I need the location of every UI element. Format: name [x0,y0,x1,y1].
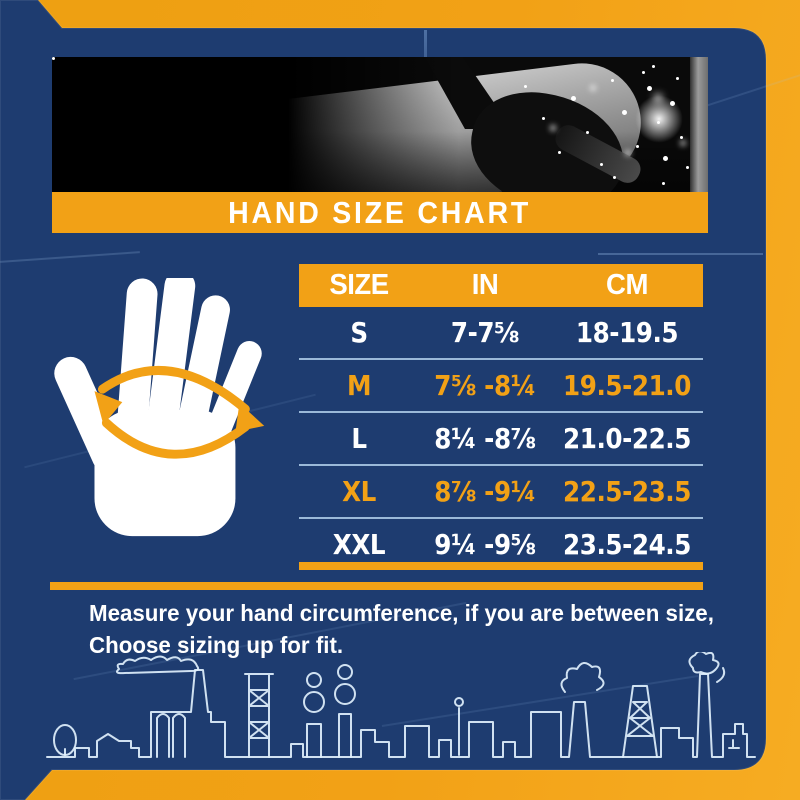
cell-in: 9¼ -9⅝ [434,528,536,561]
table-row: XXL 9¼ -9⅝ 23.5-24.5 [299,519,703,570]
size-chart-table: SIZE IN CM S 7-7⅝ 18-19.5 M 7⅝ -8¼ 19.5-… [299,264,703,570]
table-row: M 7⅝ -8¼ 19.5-21.0 [299,360,703,413]
cell-in: 7⅝ -8¼ [434,369,536,402]
cell-size: S [350,316,368,349]
table-row: XL 8⅞ -9¼ 22.5-23.5 [299,466,703,519]
note-line-1: Measure your hand circumference, if you … [89,600,714,626]
col-header-in: IN [471,269,499,301]
cell-cm: 23.5-24.5 [563,528,691,561]
section-divider-bar [50,582,703,590]
cell-size: XL [342,475,376,508]
work-gloves-action-photo [52,57,708,192]
spark-flare [635,95,683,143]
cell-size: M [346,369,372,402]
table-row: S 7-7⅝ 18-19.5 [299,307,703,360]
table-underline-bar [299,562,703,570]
hand-circumference-measure-icon [50,270,270,551]
cell-cm: 19.5-21.0 [563,369,691,402]
cell-cm: 22.5-23.5 [563,475,691,508]
note-line-2: Choose sizing up for fit. [89,632,344,658]
page-title: HAND SIZE CHART [228,194,532,230]
col-header-cm: CM [606,269,648,301]
cell-in: 8⅞ -9¼ [434,475,536,508]
cell-cm: 21.0-22.5 [563,422,691,455]
industrial-skyline-outline [45,650,757,775]
title-banner: HAND SIZE CHART [52,192,708,233]
col-header-size: SIZE [329,269,389,301]
table-header-row: SIZE IN CM [299,264,703,307]
table-row: L 8¼ -8⅞ 21.0-22.5 [299,413,703,466]
spark-dots [52,57,55,60]
photo-edge-band [690,57,708,192]
cell-cm: 18-19.5 [575,316,679,349]
measurement-note: Measure your hand circumference, if you … [89,597,714,661]
cell-size: L [351,422,367,455]
cell-in: 8¼ -8⅞ [434,422,536,455]
cell-size: XXL [332,528,386,561]
cell-in: 7-7⅝ [450,316,520,349]
spark-glow-dots [52,57,54,59]
